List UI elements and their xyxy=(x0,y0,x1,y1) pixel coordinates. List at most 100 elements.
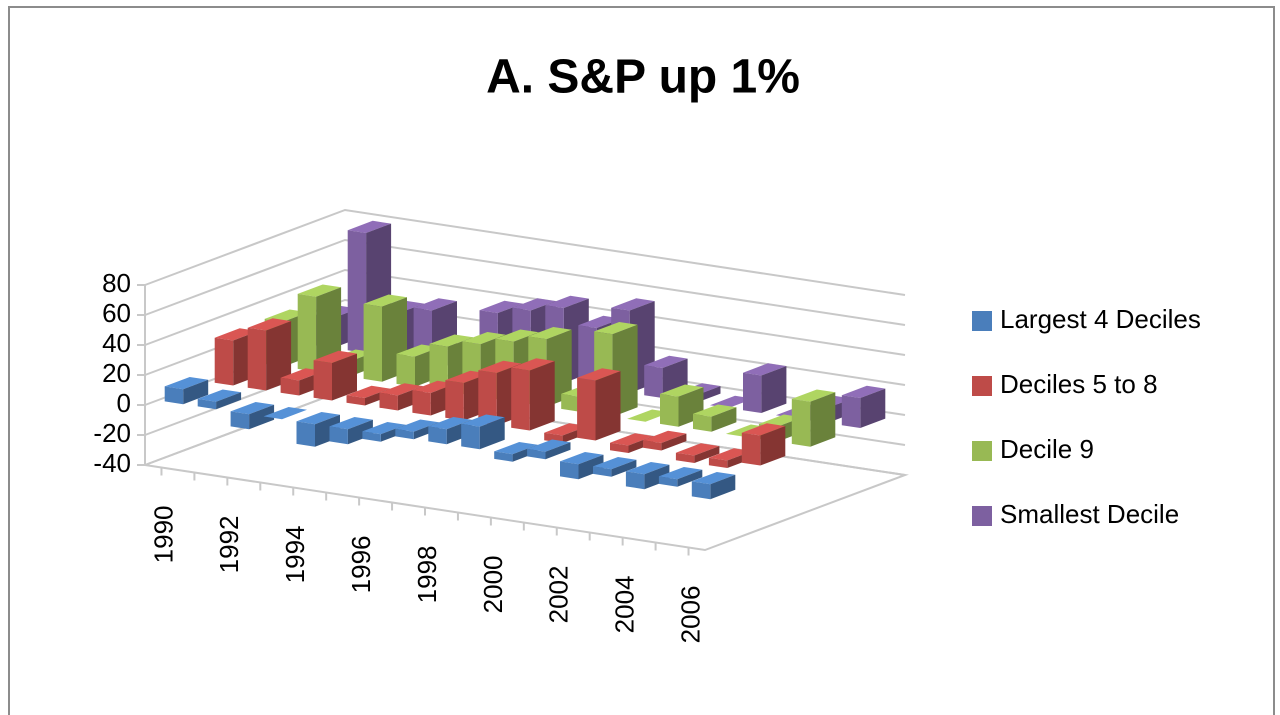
bar-front xyxy=(197,398,217,410)
legend-label: Decile 9 xyxy=(1000,434,1094,464)
bar-front xyxy=(363,303,382,382)
bar-top xyxy=(346,385,390,398)
bar-front xyxy=(379,392,398,411)
grid-line xyxy=(144,208,906,296)
bar-front xyxy=(478,370,497,426)
y-tick-label: 60 xyxy=(102,298,131,328)
bar-front xyxy=(741,432,761,466)
bar-front xyxy=(280,377,300,396)
bar-top xyxy=(263,407,307,420)
bar-side xyxy=(611,459,637,477)
bar-top xyxy=(644,355,688,368)
bar-top xyxy=(280,368,325,381)
bar-front xyxy=(296,421,315,447)
bar-front xyxy=(247,327,267,391)
bar xyxy=(841,385,886,428)
y-tick-label: 20 xyxy=(102,358,131,388)
bar xyxy=(527,439,571,460)
x-tick-label: 1994 xyxy=(280,526,310,584)
bar-front xyxy=(658,476,678,487)
bar-top xyxy=(675,443,720,456)
bar-front xyxy=(230,411,250,430)
bar-front xyxy=(593,466,612,477)
bar-side xyxy=(316,287,342,372)
bar-front xyxy=(429,343,448,392)
bar-front xyxy=(561,393,580,412)
bar-top xyxy=(478,360,522,373)
bar xyxy=(691,472,736,500)
bar-top xyxy=(347,220,392,233)
bar-front xyxy=(445,380,464,421)
grid-line xyxy=(144,268,906,356)
bar-front xyxy=(395,428,414,440)
x-tick-label: 2004 xyxy=(610,576,640,634)
bar-top xyxy=(625,462,670,475)
legend-label: Largest 4 Deciles xyxy=(1000,304,1201,334)
y-tick-label: 80 xyxy=(102,268,131,298)
bar xyxy=(660,384,704,427)
bar-top xyxy=(658,467,703,480)
bar-top xyxy=(247,318,292,331)
bar-front xyxy=(527,448,546,460)
bar-top xyxy=(296,412,340,425)
bar-front xyxy=(511,367,530,431)
bar-top xyxy=(560,452,604,465)
bar-top xyxy=(627,409,671,422)
bar-top xyxy=(743,363,787,376)
bar-top xyxy=(412,380,456,393)
bar-top xyxy=(791,389,836,402)
bar-top xyxy=(512,298,556,311)
bar-top xyxy=(479,300,523,313)
bar-top xyxy=(313,350,357,363)
bar-side xyxy=(266,321,292,391)
bar-top xyxy=(329,417,373,430)
bar-top xyxy=(395,419,439,432)
bar-top xyxy=(691,472,736,485)
bar-top xyxy=(527,439,571,452)
bar-front xyxy=(214,337,234,386)
bar xyxy=(511,358,555,431)
grid-line xyxy=(144,298,906,386)
x-tick-label: 1998 xyxy=(412,546,442,604)
bar xyxy=(791,389,836,447)
y-tick-label: 40 xyxy=(102,328,131,358)
bar-front xyxy=(791,398,811,447)
bar-top xyxy=(578,315,622,328)
legend-swatch xyxy=(972,441,992,461)
x-tick-label: 2000 xyxy=(478,556,508,614)
bar-side xyxy=(644,464,670,490)
bar-front xyxy=(693,413,712,432)
bar xyxy=(560,452,604,480)
bar xyxy=(593,457,637,477)
legend-label: Smallest Decile xyxy=(1000,499,1179,529)
y-tick-label: -20 xyxy=(93,418,131,448)
bar-top xyxy=(164,377,209,390)
x-tick-label: 1996 xyxy=(346,536,376,594)
bar xyxy=(625,462,670,490)
bar-front xyxy=(164,386,184,405)
bar-side xyxy=(347,419,373,445)
bar xyxy=(297,284,342,372)
legend-label: Deciles 5 to 8 xyxy=(1000,369,1158,399)
bar-side xyxy=(661,433,687,451)
bar-front xyxy=(329,426,348,445)
bar-side xyxy=(677,469,703,487)
bar-top xyxy=(693,404,737,417)
bar-front xyxy=(428,426,447,445)
bar-front xyxy=(644,365,663,398)
x-tick-label: 2002 xyxy=(544,566,574,624)
bar-front xyxy=(347,230,367,353)
x-tick-label: 2006 xyxy=(675,586,705,644)
bar-top xyxy=(611,298,655,311)
bar-top xyxy=(660,384,704,397)
bar xyxy=(658,467,703,487)
bar-side xyxy=(595,371,621,441)
bar-side xyxy=(578,454,604,480)
bar xyxy=(230,402,275,430)
bar-top xyxy=(396,344,440,357)
bar-side xyxy=(711,407,737,432)
bar-top xyxy=(461,414,505,427)
bar-front xyxy=(643,440,662,451)
x-tick-label: 1992 xyxy=(214,516,244,574)
